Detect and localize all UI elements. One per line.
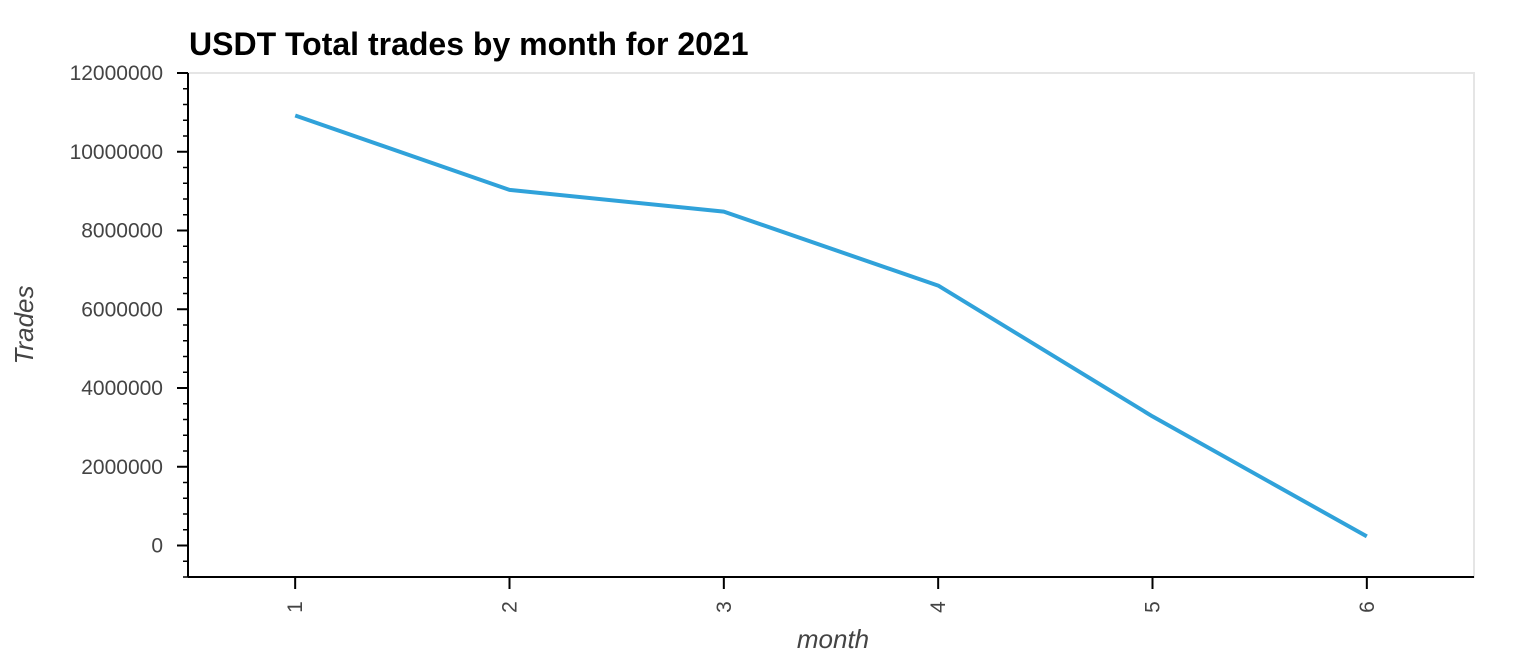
x-tick-label: 5: [1142, 601, 1165, 613]
series-line: [294, 113, 1368, 539]
x-axis-label: month: [797, 624, 869, 654]
y-axis-label: Trades: [9, 286, 39, 365]
y-tick-label: 6000000: [81, 298, 163, 321]
plot-frame: [187, 72, 1475, 578]
y-tick-label: 8000000: [81, 220, 163, 243]
x-tick-label: 2: [499, 601, 522, 613]
y-axis: 0 2000000 4000000 6000000 8000000 10000000 120…: [70, 62, 189, 578]
y-tick-label: 4000000: [81, 377, 163, 400]
x-tick-label: 6: [1356, 601, 1379, 613]
y-tick-label: 10000000: [70, 141, 163, 164]
y-tick-label: 2000000: [81, 456, 163, 479]
x-tick-label: 1: [284, 601, 307, 613]
x-tick-label: 3: [713, 601, 736, 613]
series-layer: [294, 113, 1368, 539]
y-tick-label: 0: [151, 535, 163, 558]
x-tick-label: 4: [927, 601, 950, 613]
y-tick-label: 12000000: [70, 62, 163, 85]
x-axis: 1 2 3 4 5 6: [188, 576, 1474, 613]
chart-title: USDT Total trades by month for 2021: [189, 26, 749, 62]
